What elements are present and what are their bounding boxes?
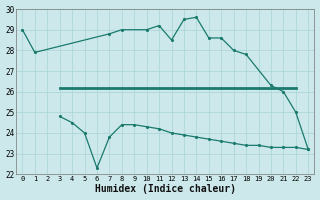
X-axis label: Humidex (Indice chaleur): Humidex (Indice chaleur) bbox=[95, 184, 236, 194]
